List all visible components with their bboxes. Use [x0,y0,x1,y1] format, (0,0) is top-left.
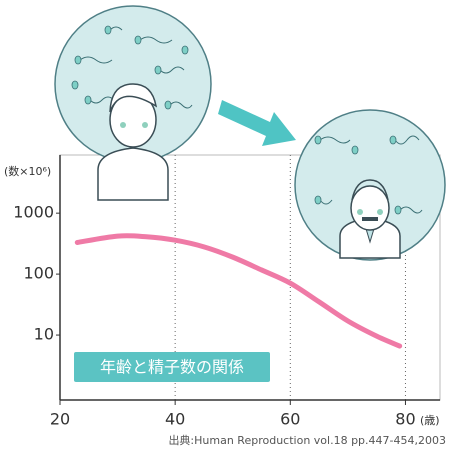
x-tick-label: 20 [50,410,70,429]
y-tick-label: 1000 [13,203,54,222]
x-tick-label: 60 [280,410,300,429]
ticks: 20 40 60 80 10 100 1000 [13,203,415,429]
source: 出典:Human Reproduction vol.18 pp.447-454,… [168,433,446,447]
data-line [74,233,403,349]
annotation: 年齢と精子数の関係 [100,358,244,377]
annotation-box [74,352,270,382]
series-layer [74,233,403,349]
illustration-old [294,109,446,261]
x-unit: (歳) [420,414,440,427]
arrow [218,100,296,146]
y-unit: (数×10⁶) [4,165,51,178]
x-tick-label: 40 [165,410,185,429]
y-tick-label: 10 [34,325,54,344]
y-tick-label: 100 [23,264,54,283]
illustration-young [54,5,212,201]
x-tick-label: 80 [395,410,415,429]
